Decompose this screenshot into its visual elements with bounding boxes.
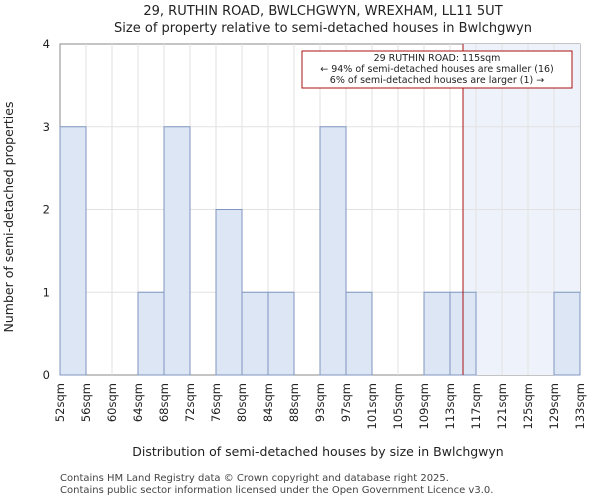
x-tick-label: 97sqm [339,383,353,422]
x-tick-label: 56sqm [79,383,93,422]
footer-copyright: Contains HM Land Registry data © Crown c… [60,473,449,484]
x-tick-label: 84sqm [261,383,275,422]
bar [423,291,451,376]
x-tick-label: 64sqm [131,383,145,422]
x-tick-label: 105sqm [391,383,405,429]
x-tick-label: 52sqm [53,383,67,422]
chart-subtitle: Size of property relative to semi-detach… [114,21,532,36]
chart-title: 29, RUTHIN ROAD, BWLCHGWYN, WREXHAM, LL1… [143,4,502,19]
x-tick-label: 93sqm [313,383,327,422]
x-tick-label: 133sqm [573,383,587,429]
bar [553,291,581,376]
footer-licence: Contains public sector information licen… [60,485,494,496]
x-tick-label: 121sqm [495,383,509,429]
y-tick-label: 1 [43,285,50,299]
x-tick-label: 72sqm [183,383,197,422]
bar [319,126,347,376]
x-tick-label: 76sqm [209,383,223,422]
x-tick-label: 109sqm [417,383,431,429]
bar [267,291,295,376]
bar [215,209,243,376]
y-tick-label: 3 [43,120,50,134]
x-tick-label: 125sqm [521,383,535,429]
x-tick-label: 68sqm [157,383,171,422]
x-tick-label: 117sqm [469,383,483,429]
bar [163,126,191,376]
x-tick-label: 88sqm [287,383,301,422]
annotation-box [301,50,573,89]
bar [59,126,87,376]
y-tick-label: 2 [43,203,50,217]
x-tick-label: 80sqm [235,383,249,422]
y-tick-label: 4 [43,37,50,51]
x-tick-label: 101sqm [365,383,379,429]
y-axis-label: Number of semi-detached properties [1,102,16,333]
annotation-line: 6% of semi-detached houses are larger (1… [330,75,544,86]
bar [345,291,373,376]
y-tick-label: 0 [43,368,50,382]
plot-area: 0 1 2 3 4 52sqm 56sqm 60sqm 64sqm 68sqm 72sqm 76sqm… [43,37,587,429]
annotation-line: 29 RUTHIN ROAD: 115sqm [374,53,501,64]
bar [241,291,269,376]
x-axis-label: Distribution of semi-detached houses by … [132,444,503,459]
bar [137,291,165,376]
x-tick-label: 129sqm [547,383,561,429]
x-tick-label: 60sqm [105,383,119,422]
x-tick-label: 113sqm [443,383,457,429]
annotation-line: ← 94% of semi-detached houses are smalle… [320,64,554,75]
